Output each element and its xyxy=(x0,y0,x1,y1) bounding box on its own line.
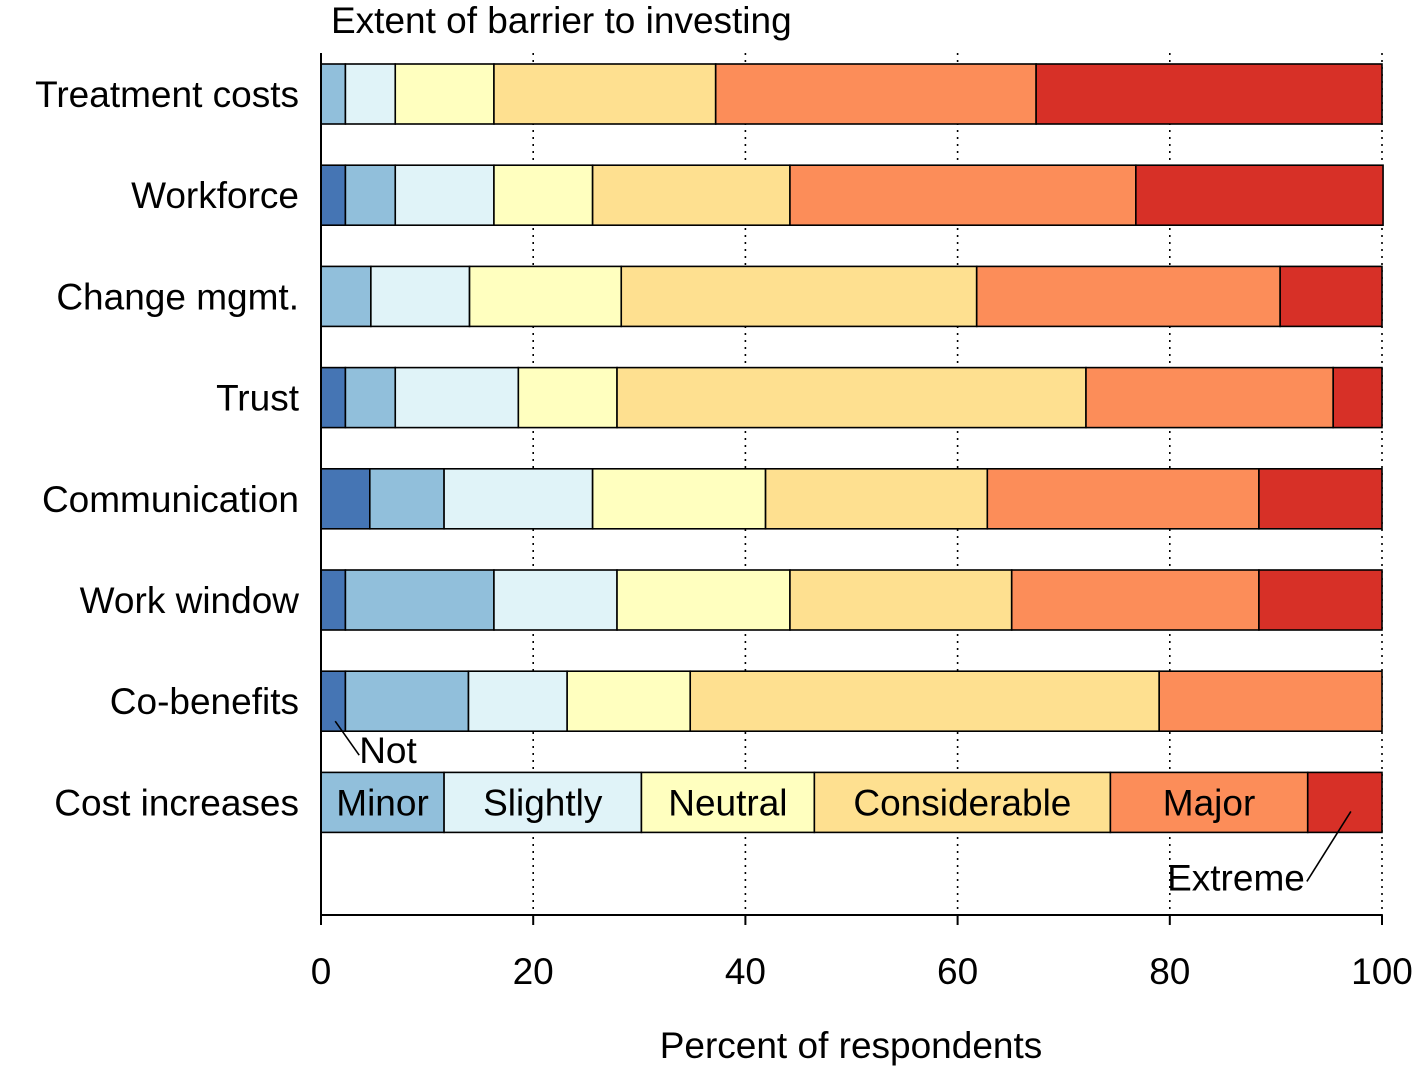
x-tick-label: 60 xyxy=(937,951,978,992)
bar-segment xyxy=(1258,569,1383,631)
bar-segment xyxy=(517,366,618,429)
category-label: Communication xyxy=(42,479,299,520)
legend: Not Minor Slightly Neutral Considerable Major… xyxy=(334,720,1352,898)
bar-segment xyxy=(1135,164,1384,226)
bar-segment xyxy=(493,164,594,226)
bar-segment xyxy=(591,467,767,530)
bar-segment xyxy=(764,467,989,530)
bar-segment xyxy=(1306,771,1383,834)
legend-label-considerable: Considerable xyxy=(853,782,1071,823)
bar-segment xyxy=(620,265,978,328)
bar-group xyxy=(320,569,1383,631)
bar-segment xyxy=(566,670,692,733)
bar-segment xyxy=(591,164,791,226)
bar-segment xyxy=(1010,569,1260,631)
bar-group xyxy=(320,164,1384,226)
legend-label-minor: Minor xyxy=(336,782,429,823)
bar-segment xyxy=(789,569,1013,631)
bar-group xyxy=(320,265,1383,328)
bar-segment xyxy=(320,670,347,733)
legend-leader-extreme xyxy=(1306,810,1352,882)
bar-segment xyxy=(370,265,471,328)
bar-segment xyxy=(616,366,1087,429)
bar-segment xyxy=(320,63,347,125)
bar-group xyxy=(320,771,1383,834)
bar-segment xyxy=(320,569,347,631)
bar-segment xyxy=(443,771,643,834)
legend-label-neutral: Neutral xyxy=(668,782,787,823)
bar-segment xyxy=(986,467,1260,530)
bar-group xyxy=(320,63,1383,125)
bar-segment xyxy=(714,63,1037,125)
bar-group xyxy=(320,670,1383,733)
bar-group xyxy=(320,467,1383,530)
x-tick-label: 0 xyxy=(311,951,332,992)
bar-segment xyxy=(443,467,594,530)
bar-segment xyxy=(344,670,470,733)
category-label: Trust xyxy=(216,378,300,419)
bar-segment xyxy=(344,569,495,631)
bar-segment xyxy=(344,366,397,429)
bar-segment xyxy=(394,164,495,226)
legend-label-major: Major xyxy=(1163,782,1256,823)
legend-leader-not xyxy=(334,720,360,756)
bar-segment xyxy=(394,63,495,125)
bar-segment xyxy=(789,164,1137,226)
bar-group xyxy=(320,366,1383,429)
bar-segment xyxy=(1258,467,1383,530)
bar-segment xyxy=(344,63,397,125)
bar-segment xyxy=(320,467,371,530)
bar-segment xyxy=(394,366,520,429)
category-labels: Treatment costs Workforce Change mgmt. Trus… xyxy=(35,74,300,823)
legend-label-not: Not xyxy=(359,730,417,771)
x-tick-label: 20 xyxy=(513,951,554,992)
x-tick-label: 80 xyxy=(1149,951,1190,992)
bar-segment xyxy=(320,265,372,328)
category-label: Co-benefits xyxy=(110,681,299,722)
legend-label-extreme: Extreme xyxy=(1167,857,1305,898)
bar-segment xyxy=(1035,63,1383,125)
category-label: Workforce xyxy=(131,175,299,216)
bar-segment xyxy=(813,771,1112,834)
x-tick-label: 40 xyxy=(725,951,766,992)
category-label: Cost increases xyxy=(54,782,299,823)
x-axis-title: Percent of respondents xyxy=(660,1025,1043,1066)
bar-segment xyxy=(493,63,717,125)
legend-label-slightly: Slightly xyxy=(483,782,603,823)
bar-segment xyxy=(616,569,791,631)
x-tick-label: 100 xyxy=(1351,951,1413,992)
bar-segment xyxy=(689,670,1160,733)
bar-segment xyxy=(467,670,568,733)
bar-segment xyxy=(493,569,618,631)
bar-segment xyxy=(320,366,347,429)
bar-segment xyxy=(320,164,347,226)
bars xyxy=(320,63,1384,834)
bar-segment xyxy=(344,164,397,226)
category-label: Treatment costs xyxy=(35,74,299,115)
bar-segment xyxy=(975,265,1281,328)
bar-segment xyxy=(1332,366,1383,429)
bar-segment xyxy=(640,771,816,834)
chart-title: Extent of barrier to investing xyxy=(331,0,792,41)
bar-segment xyxy=(369,467,445,530)
category-label: Change mgmt. xyxy=(56,276,299,317)
bar-segment xyxy=(1158,670,1383,733)
bar-segment xyxy=(320,771,445,834)
bar-segment xyxy=(1109,771,1309,834)
bar-segment xyxy=(1279,265,1383,328)
category-label: Work window xyxy=(80,580,300,621)
x-axis: 0 20 40 60 80 100 xyxy=(311,53,1413,992)
bar-segment xyxy=(1085,366,1334,429)
bar-segment xyxy=(468,265,623,328)
